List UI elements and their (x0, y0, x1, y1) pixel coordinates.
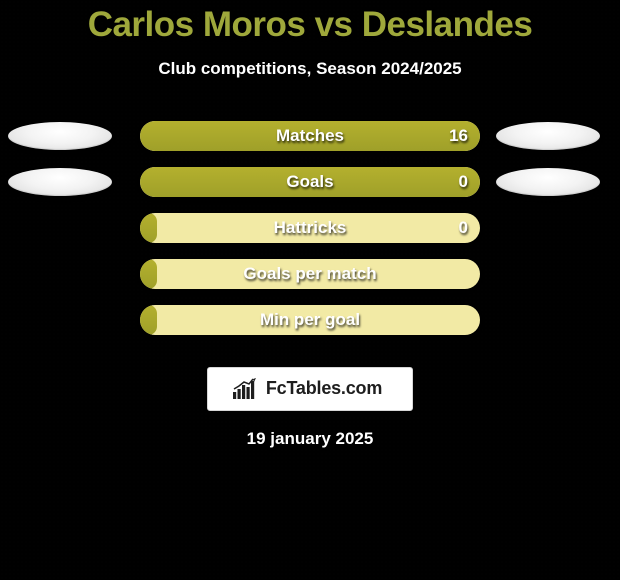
comparison-card: Carlos Moros vs Deslandes Club competiti… (0, 0, 620, 580)
stat-label: Goals (140, 167, 480, 197)
stat-bar: Goals0 (140, 167, 480, 197)
bar-chart-icon (232, 378, 258, 400)
stat-label: Matches (140, 121, 480, 151)
stat-label: Goals per match (140, 259, 480, 289)
stat-value: 0 (459, 167, 468, 197)
page-title: Carlos Moros vs Deslandes (88, 6, 533, 45)
snapshot-date: 19 january 2025 (247, 429, 374, 449)
stat-label: Min per goal (140, 305, 480, 335)
player-right-marker (496, 122, 600, 150)
stat-value: 0 (459, 213, 468, 243)
stats-chart: Matches16Goals0Hattricks0Goals per match… (0, 121, 620, 351)
stat-bar: Min per goal (140, 305, 480, 335)
stat-bar: Matches16 (140, 121, 480, 151)
player-left-marker (8, 122, 112, 150)
stat-row: Hattricks0 (0, 213, 620, 243)
branding-text: FcTables.com (266, 378, 382, 399)
stat-label: Hattricks (140, 213, 480, 243)
stat-row: Matches16 (0, 121, 620, 151)
stat-bar: Goals per match (140, 259, 480, 289)
page-subtitle: Club competitions, Season 2024/2025 (158, 59, 461, 79)
stat-row: Min per goal (0, 305, 620, 335)
player-right-marker (496, 168, 600, 196)
stat-row: Goals0 (0, 167, 620, 197)
stat-row: Goals per match (0, 259, 620, 289)
player-left-marker (8, 168, 112, 196)
branding-box: FcTables.com (207, 367, 413, 411)
stat-value: 16 (449, 121, 468, 151)
stat-bar: Hattricks0 (140, 213, 480, 243)
